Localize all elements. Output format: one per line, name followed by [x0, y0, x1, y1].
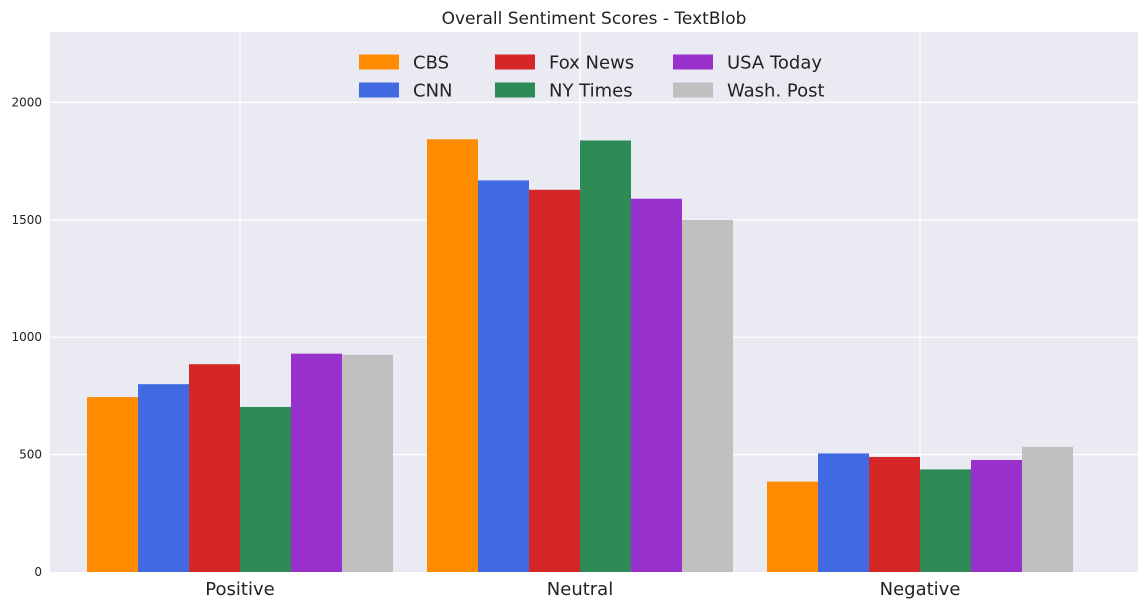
bar — [87, 397, 138, 572]
bar — [767, 481, 818, 572]
y-tick-label: 0 — [34, 565, 42, 579]
legend-swatch — [359, 82, 399, 98]
legend-swatch — [673, 82, 713, 98]
bar — [580, 140, 631, 573]
legend-label: Fox News — [549, 53, 634, 74]
bar — [529, 189, 580, 572]
bar — [920, 469, 971, 572]
bar — [240, 406, 291, 572]
bar — [342, 354, 393, 572]
legend-label: USA Today — [727, 53, 822, 74]
bar — [189, 364, 240, 572]
bar — [138, 384, 189, 572]
legend-swatch — [673, 54, 713, 70]
x-axis-ticks: Positive Neutral Negative — [205, 579, 960, 600]
x-tick-label: Positive — [205, 579, 274, 600]
y-tick-label: 1500 — [11, 213, 42, 227]
legend-label: Wash. Post — [727, 81, 825, 102]
y-tick-label: 2000 — [11, 95, 42, 109]
bar — [291, 353, 342, 572]
x-tick-label: Negative — [880, 579, 961, 600]
bar — [971, 460, 1022, 572]
bar — [1022, 446, 1073, 572]
bar — [427, 139, 478, 572]
chart-title: Overall Sentiment Scores - TextBlob — [442, 9, 747, 29]
y-tick-label: 1000 — [11, 330, 42, 344]
legend-swatch — [495, 82, 535, 98]
legend: CBS CNN Fox News NY Times USA Today Wash. Pos… — [359, 53, 825, 102]
bar — [478, 180, 529, 572]
bars — [87, 139, 1073, 573]
x-tick-label: Neutral — [547, 579, 613, 600]
legend-label: CBS — [413, 53, 449, 74]
y-axis-ticks: 0 500 1000 1500 2000 — [11, 95, 42, 579]
y-tick-label: 500 — [19, 448, 42, 462]
legend-swatch — [359, 54, 399, 70]
legend-label: NY Times — [549, 81, 633, 102]
bar — [869, 456, 920, 572]
bar — [682, 219, 733, 572]
bar — [818, 453, 869, 572]
legend-swatch — [495, 54, 535, 70]
legend-label: CNN — [413, 81, 453, 102]
bar — [631, 198, 682, 572]
